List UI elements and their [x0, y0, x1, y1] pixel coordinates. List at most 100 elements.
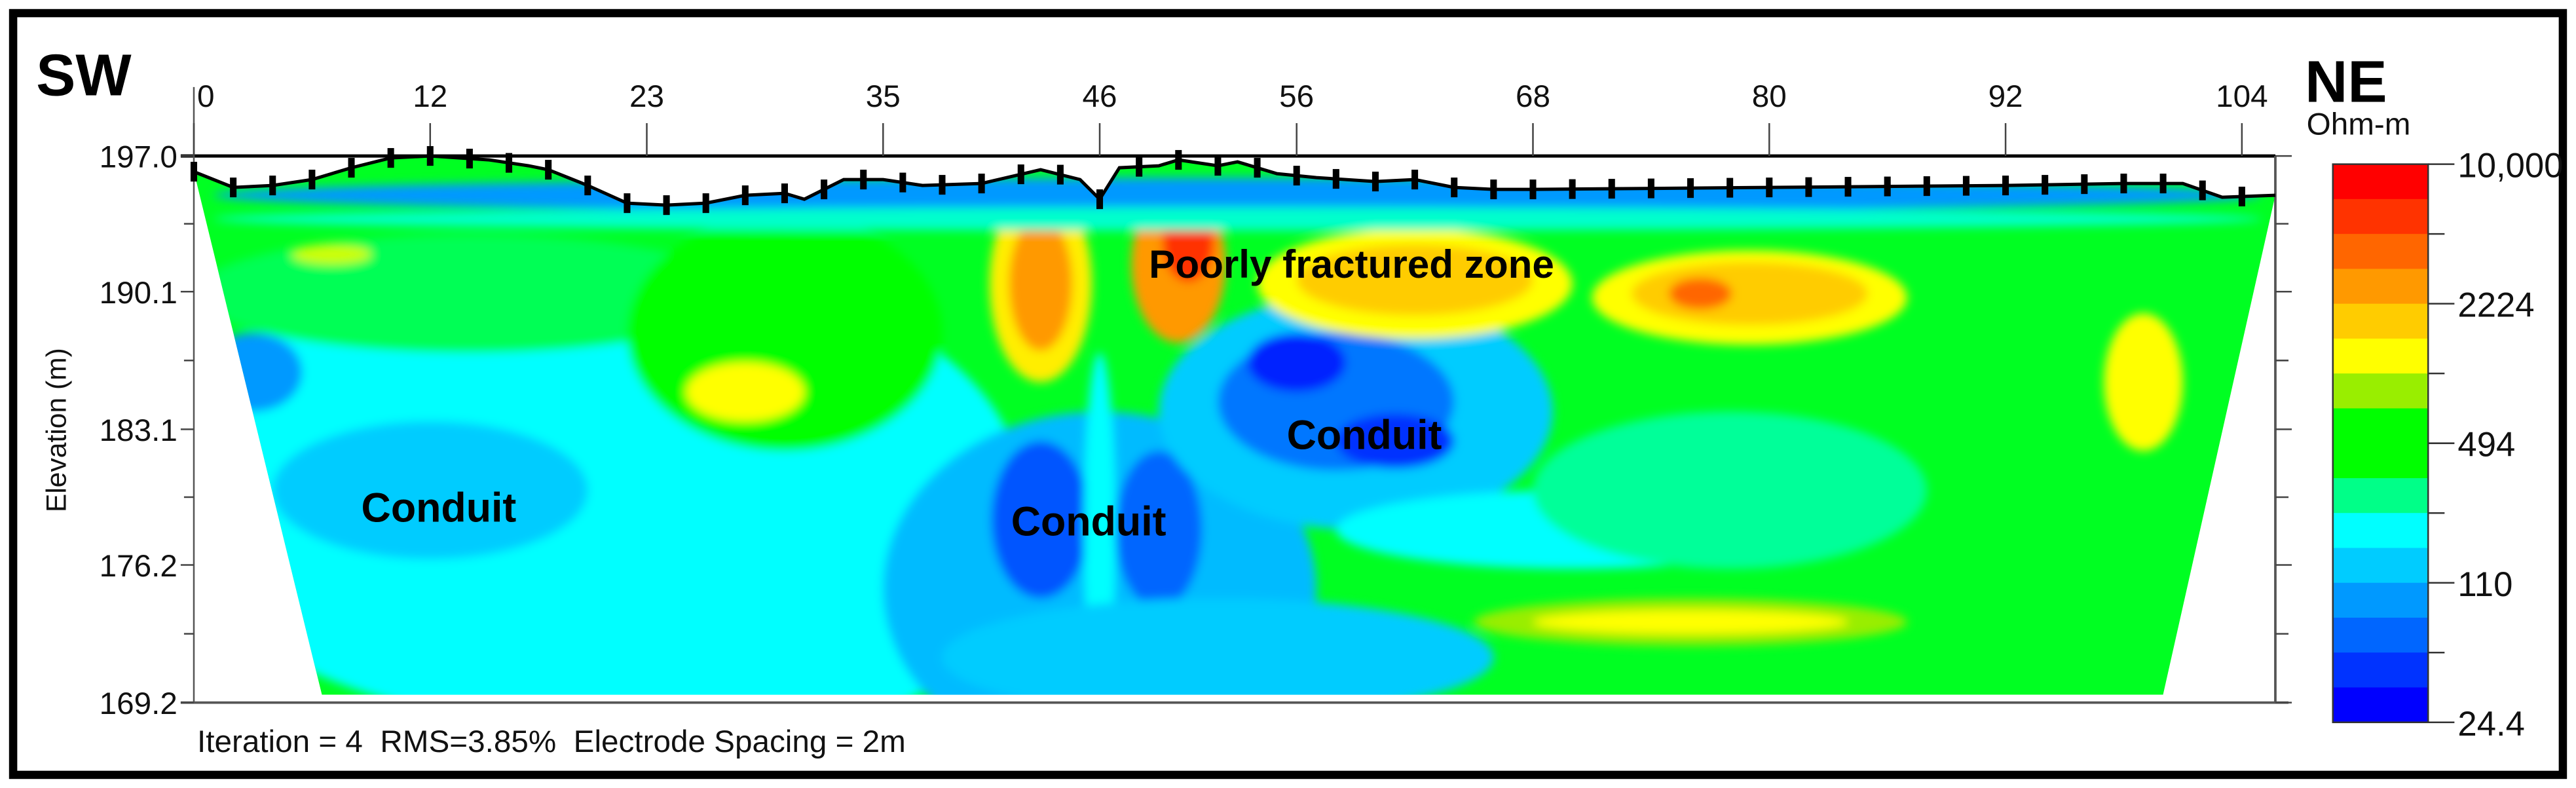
electrode-marker [1529, 179, 1537, 200]
colorbar-tick-label: 10,000 [2457, 147, 2563, 185]
colorbar-unit: Ohm-m [2307, 107, 2411, 142]
electrode-marker [2238, 186, 2245, 207]
electrode-marker [1017, 164, 1024, 185]
electrode-marker [1372, 172, 1379, 192]
y-tick-label: 176.2 [100, 549, 177, 584]
resistivity-zone [942, 598, 1494, 695]
annotation-label: Poorly fractured zone [1149, 242, 1554, 286]
resistivity-zone [1533, 610, 1848, 634]
electrode-marker [860, 170, 867, 190]
resistivity-zone [1668, 278, 1732, 310]
electrode-marker [1844, 177, 1852, 197]
colorbar-tick-label: 2224 [2457, 286, 2534, 325]
electrode-marker [545, 160, 552, 180]
resistivity-zone [1335, 413, 1455, 469]
electrode-marker [2199, 180, 2206, 200]
electrode-marker [348, 158, 355, 178]
title-sw: SW [36, 42, 132, 108]
annotation-label: Conduit [362, 485, 517, 531]
electrode-marker [1332, 169, 1339, 189]
resistivity-zone [1247, 333, 1346, 392]
colorbar-band [2332, 269, 2429, 305]
colorbar-band [2332, 234, 2429, 270]
x-tick-label: 46 [1083, 79, 1117, 114]
electrode-marker [1411, 170, 1419, 190]
electrode-marker [387, 148, 394, 168]
electrode-marker [1490, 179, 1497, 200]
electrode-marker [741, 185, 749, 206]
y-tick-label: 190.1 [100, 276, 177, 310]
electrode-marker [1451, 178, 1458, 198]
electrode-marker [2081, 174, 2088, 195]
electrode-marker [426, 146, 434, 166]
resistivity-zone [627, 215, 943, 451]
electrode-marker [1805, 177, 1812, 197]
electrode-marker [978, 174, 985, 194]
resistivity-zone [1115, 451, 1203, 609]
electrode-marker [269, 176, 276, 196]
electrode-marker [2042, 175, 2049, 195]
electrode-marker [663, 195, 670, 216]
plot-axes: 0 12 23 35 46 56 68 80 92 104 197.0 190.1 183.1 176.2… [100, 79, 2292, 721]
y-tick-label: 169.2 [100, 686, 177, 721]
colorbar-band [2332, 164, 2429, 200]
x-tick-label: 23 [629, 79, 664, 114]
electrode-marker [1136, 157, 1143, 177]
resistivity-zone [991, 441, 1090, 599]
colorbar-band [2332, 373, 2429, 409]
electrode-marker [1293, 166, 1300, 186]
resistivity-zone [2104, 313, 2183, 451]
colorbar-band [2332, 303, 2429, 340]
title-ne: NE [2305, 48, 2387, 115]
resistivity-zone [1296, 244, 1533, 316]
resistivity-zone [292, 244, 371, 265]
resistivity-zone [1533, 411, 1927, 569]
colorbar-band [2332, 443, 2429, 479]
electrode-marker [1254, 158, 1261, 178]
electrode-marker [1175, 150, 1182, 170]
colorbar-tick-label: 494 [2457, 426, 2515, 464]
electrode-marker [821, 179, 828, 200]
colorbar-band [2332, 582, 2429, 619]
electrode-marker [781, 183, 788, 204]
colorbar-band [2332, 408, 2429, 444]
electrode-marker [1687, 178, 1694, 198]
electrode-marker [1727, 178, 1734, 198]
resistivity-zone [1009, 217, 1072, 351]
y-tick-label: 197.0 [100, 140, 177, 175]
electrode-marker [190, 162, 197, 182]
electrode-marker [1647, 178, 1654, 198]
electrode-marker [939, 175, 946, 195]
electrode-marker [1569, 179, 1576, 199]
electrode-marker [1214, 156, 1222, 176]
electrode-marker [506, 153, 513, 173]
annotations: Poorly fractured zone Conduit Conduit Condu… [362, 242, 1554, 544]
x-tick-label: 0 [197, 79, 215, 114]
colorbar-tick-label: 24.4 [2457, 705, 2525, 743]
x-tick-label: 12 [413, 79, 447, 114]
electrode-marker [466, 149, 473, 169]
x-tick-label: 35 [866, 79, 901, 114]
resistivity-zone [1631, 262, 1868, 326]
colorbar-band [2332, 687, 2429, 724]
colorbar-tick-label: 110 [2457, 565, 2512, 604]
electrode-marker [2002, 176, 2009, 196]
electrode-marker [1923, 176, 1930, 197]
colorbar-band [2332, 652, 2429, 688]
x-tick-label: 92 [1988, 79, 2023, 114]
x-tick-label: 80 [1752, 79, 1787, 114]
x-tick-label: 56 [1279, 79, 1314, 114]
electrode-marker [230, 178, 237, 198]
electrode-marker [584, 176, 591, 196]
resistivity-zone [272, 421, 588, 559]
colorbar-band [2332, 617, 2429, 654]
electrode-marker [1096, 189, 1104, 210]
colorbar-band [2332, 513, 2429, 549]
electrode-marker [899, 172, 906, 193]
electrode-marker [1766, 178, 1773, 198]
electrode-marker [2120, 174, 2127, 194]
y-tick-label: 183.1 [100, 413, 177, 448]
annotation-label: Conduit [1011, 499, 1167, 545]
colorbar-band [2332, 198, 2429, 235]
